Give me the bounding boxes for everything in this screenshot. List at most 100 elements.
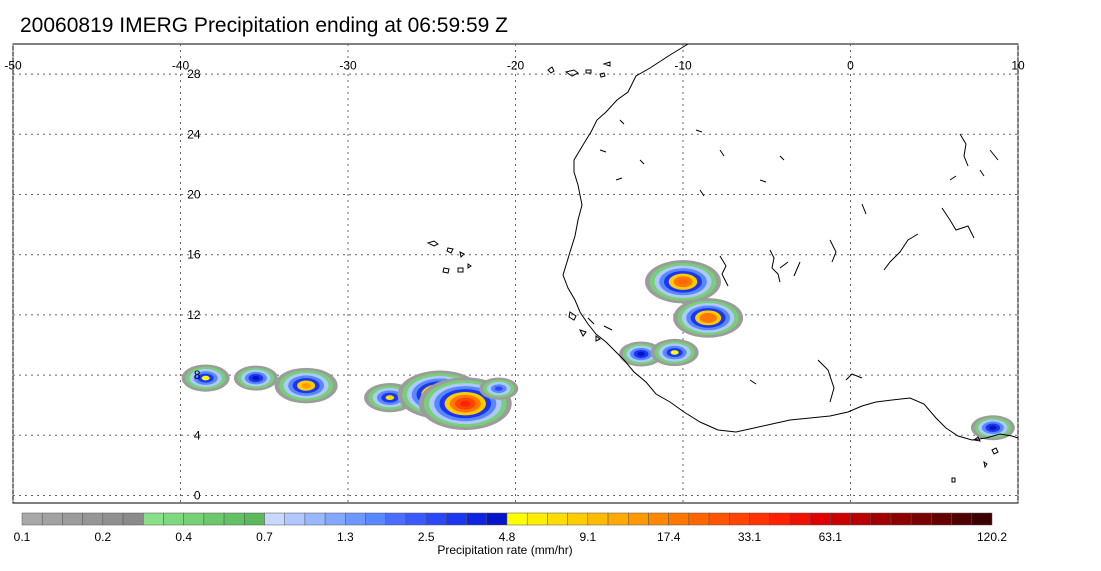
colorbar-swatch [345,512,366,526]
colorbar-swatch [264,512,285,526]
colorbar-swatch [931,512,952,526]
colorbar-tick-label: 2.5 [418,530,435,544]
colorbar-tick-label: 1.3 [337,530,354,544]
colorbar-swatch [526,512,548,526]
saharan-lakes [599,119,985,197]
colorbar-tick-label: 0.2 [94,530,111,544]
colorbar-swatch [143,512,164,526]
colorbar-swatch [41,512,63,526]
latitude-tick-label: 8 [194,368,201,382]
precip-cell [301,383,311,389]
gulf-of-guinea-islands [951,436,999,483]
colorbar-swatch [607,512,629,526]
colorbar-swatch [547,512,568,526]
colorbar-swatch [223,512,245,526]
colorbar-swatch [203,512,225,526]
precip-cell [637,351,645,357]
colorbar-swatch [749,512,770,526]
colorbar-tick-labels: 0.1 0.2 0.4 0.7 1.3 2.5 4.8 9.1 17.4 33.1 63.1 120.… [14,530,1008,544]
canary-islands [547,61,611,78]
map-panel: -50 -40 -30 -20 -10 0 10 0 4 8 12 16 20 24 28 [4,43,1025,504]
colorbar-swatch [122,512,144,526]
precip-cell [703,315,713,321]
colorbar-tick-label: 0.1 [14,530,31,544]
longitude-tick-label: -30 [339,59,357,73]
colorbar-swatch [21,512,43,526]
colorbar-swatch [365,512,387,526]
colorbar-swatch [850,512,871,526]
colorbar-swatch [466,512,488,526]
colorbar-swatch [425,512,447,526]
colorbar-swatch [890,512,912,526]
colorbar-tick-label: 120.2 [977,530,1007,544]
colorbar-swatch [304,512,326,526]
bijagos-islands [568,311,613,342]
colorbar: 0.1 0.2 0.4 0.7 1.3 2.5 4.8 9.1 17.4 33.1 63.1 120.… [14,512,1008,557]
cape-verde-islands [426,240,472,274]
colorbar-swatch [830,512,851,526]
colorbar-tick-label: 0.7 [256,530,273,544]
longitude-tick-label: -50 [4,59,22,73]
precip-cell [460,400,471,407]
precip-cell [678,279,688,285]
colorbar-swatch [284,512,306,526]
map-title: 20060819 IMERG Precipitation ending at 0… [20,14,508,37]
longitude-tick-label: -20 [507,59,525,73]
colorbar-swatch [102,512,124,526]
longitude-tick-label: -40 [172,59,190,73]
colorbar-swatch [951,512,973,526]
longitude-tick-label: -10 [674,59,692,73]
longitude-tick-label: 10 [1011,59,1025,73]
colorbar-swatch [809,512,831,526]
colorbar-swatch [446,512,467,526]
colorbar-swatch [385,512,407,526]
latitude-tick-label: 28 [187,67,201,81]
colorbar-tick-label: 63.1 [819,530,843,544]
colorbar-swatch [183,512,205,526]
colorbar-swatch [870,512,892,526]
precipitation-field [181,260,1015,441]
colorbar-swatch [688,512,710,526]
colorbar-swatch [769,512,791,526]
colorbar-swatch [587,512,609,526]
colorbar-swatch [486,512,508,526]
west-africa-coastline [562,43,1019,441]
longitude-labels: -50 -40 -30 -20 -10 0 10 [4,59,1025,73]
coastlines [426,43,1019,483]
colorbar-label: Precipitation rate (mm/hr) [437,543,572,557]
colorbar-swatch [628,512,649,526]
colorbar-tick-label: 4.8 [499,530,516,544]
colorbar-swatch [708,512,730,526]
colorbar-swatch [668,512,690,526]
precip-cell [989,425,997,430]
latitude-tick-label: 0 [194,488,201,502]
colorbar-tick-label: 9.1 [579,530,596,544]
colorbar-swatch [971,512,993,526]
precip-cell [385,395,395,401]
colorbar-swatch [910,512,932,526]
latitude-tick-label: 24 [187,127,201,141]
colorbar-swatch [62,512,83,526]
precip-cell [494,386,503,391]
latitude-tick-label: 16 [187,248,201,262]
colorbar-swatch [789,512,811,526]
colorbar-swatch [729,512,750,526]
inland-water-bodies [719,133,999,403]
colorbar-swatch [324,512,346,526]
colorbar-swatch [163,512,184,526]
colorbar-swatch [244,512,265,526]
precip-cell [201,375,210,381]
longitude-tick-label: 0 [847,59,854,73]
colorbar-swatches [21,512,993,526]
latitude-tick-label: 12 [187,308,201,322]
precip-cell [670,350,679,355]
colorbar-swatch [567,512,589,526]
latitude-labels: 0 4 8 12 16 20 24 28 [187,67,201,502]
colorbar-swatch [405,512,427,526]
colorbar-tick-label: 0.4 [175,530,192,544]
latitude-tick-label: 20 [187,187,201,201]
colorbar-tick-label: 33.1 [738,530,762,544]
precip-cell [252,375,260,381]
colorbar-swatch [82,512,104,526]
